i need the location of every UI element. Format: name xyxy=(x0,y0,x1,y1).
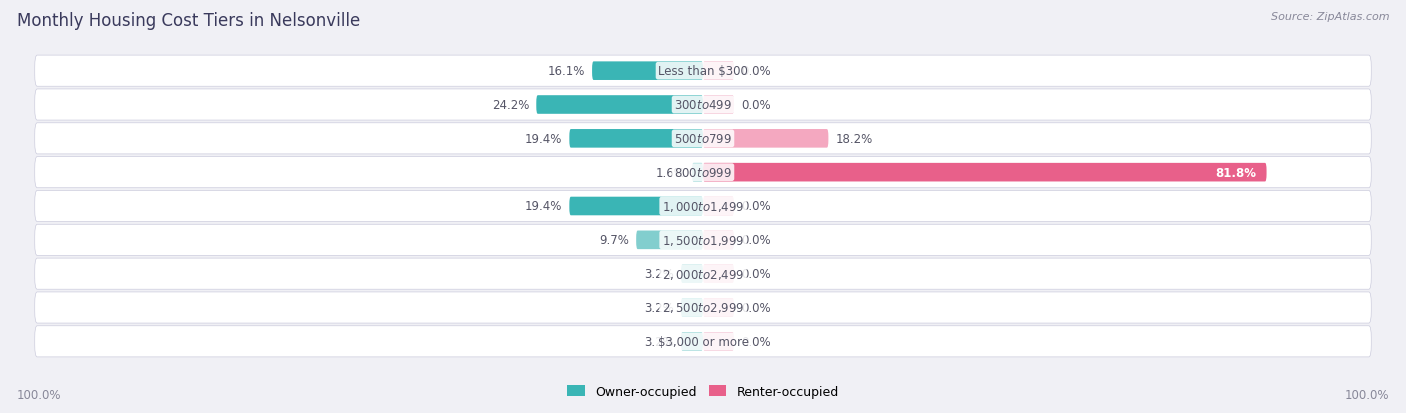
FancyBboxPatch shape xyxy=(681,299,703,317)
Text: 0.0%: 0.0% xyxy=(741,234,770,247)
Text: 0.0%: 0.0% xyxy=(741,301,770,314)
Text: 1.6%: 1.6% xyxy=(655,166,685,179)
Text: 9.7%: 9.7% xyxy=(599,234,630,247)
Text: 18.2%: 18.2% xyxy=(835,133,873,145)
FancyBboxPatch shape xyxy=(536,96,703,114)
FancyBboxPatch shape xyxy=(703,96,734,114)
FancyBboxPatch shape xyxy=(703,332,734,351)
Text: 3.2%: 3.2% xyxy=(644,301,673,314)
Text: $2,500 to $2,999: $2,500 to $2,999 xyxy=(662,301,744,315)
Text: 0.0%: 0.0% xyxy=(741,268,770,280)
FancyBboxPatch shape xyxy=(703,164,1267,182)
FancyBboxPatch shape xyxy=(692,164,703,182)
Legend: Owner-occupied, Renter-occupied: Owner-occupied, Renter-occupied xyxy=(568,385,838,398)
FancyBboxPatch shape xyxy=(703,130,828,148)
Text: 100.0%: 100.0% xyxy=(1344,388,1389,401)
FancyBboxPatch shape xyxy=(35,157,1371,188)
FancyBboxPatch shape xyxy=(35,90,1371,121)
Text: 19.4%: 19.4% xyxy=(524,200,562,213)
Text: $1,000 to $1,499: $1,000 to $1,499 xyxy=(662,199,744,214)
FancyBboxPatch shape xyxy=(35,259,1371,290)
Text: $2,000 to $2,499: $2,000 to $2,499 xyxy=(662,267,744,281)
FancyBboxPatch shape xyxy=(636,231,703,249)
Text: 24.2%: 24.2% xyxy=(492,99,530,112)
Text: 0.0%: 0.0% xyxy=(741,99,770,112)
Text: 81.8%: 81.8% xyxy=(1215,166,1256,179)
FancyBboxPatch shape xyxy=(569,197,703,216)
FancyBboxPatch shape xyxy=(703,197,734,216)
FancyBboxPatch shape xyxy=(35,292,1371,323)
FancyBboxPatch shape xyxy=(703,62,734,81)
Text: 19.4%: 19.4% xyxy=(524,133,562,145)
Text: 3.2%: 3.2% xyxy=(644,268,673,280)
FancyBboxPatch shape xyxy=(681,332,703,351)
Text: $500 to $799: $500 to $799 xyxy=(673,133,733,145)
Text: 16.1%: 16.1% xyxy=(548,65,585,78)
FancyBboxPatch shape xyxy=(592,62,703,81)
FancyBboxPatch shape xyxy=(681,265,703,283)
Text: 3.2%: 3.2% xyxy=(644,335,673,348)
FancyBboxPatch shape xyxy=(35,191,1371,222)
Text: Less than $300: Less than $300 xyxy=(658,65,748,78)
Text: $300 to $499: $300 to $499 xyxy=(673,99,733,112)
FancyBboxPatch shape xyxy=(703,231,734,249)
FancyBboxPatch shape xyxy=(35,123,1371,154)
Text: $800 to $999: $800 to $999 xyxy=(673,166,733,179)
FancyBboxPatch shape xyxy=(35,56,1371,87)
Text: 0.0%: 0.0% xyxy=(741,200,770,213)
FancyBboxPatch shape xyxy=(35,225,1371,256)
Text: Monthly Housing Cost Tiers in Nelsonville: Monthly Housing Cost Tiers in Nelsonvill… xyxy=(17,12,360,30)
Text: 0.0%: 0.0% xyxy=(741,65,770,78)
FancyBboxPatch shape xyxy=(703,265,734,283)
Text: $3,000 or more: $3,000 or more xyxy=(658,335,748,348)
FancyBboxPatch shape xyxy=(703,299,734,317)
Text: $1,500 to $1,999: $1,500 to $1,999 xyxy=(662,233,744,247)
FancyBboxPatch shape xyxy=(35,326,1371,357)
Text: 100.0%: 100.0% xyxy=(17,388,62,401)
Text: Source: ZipAtlas.com: Source: ZipAtlas.com xyxy=(1271,12,1389,22)
Text: 0.0%: 0.0% xyxy=(741,335,770,348)
FancyBboxPatch shape xyxy=(569,130,703,148)
